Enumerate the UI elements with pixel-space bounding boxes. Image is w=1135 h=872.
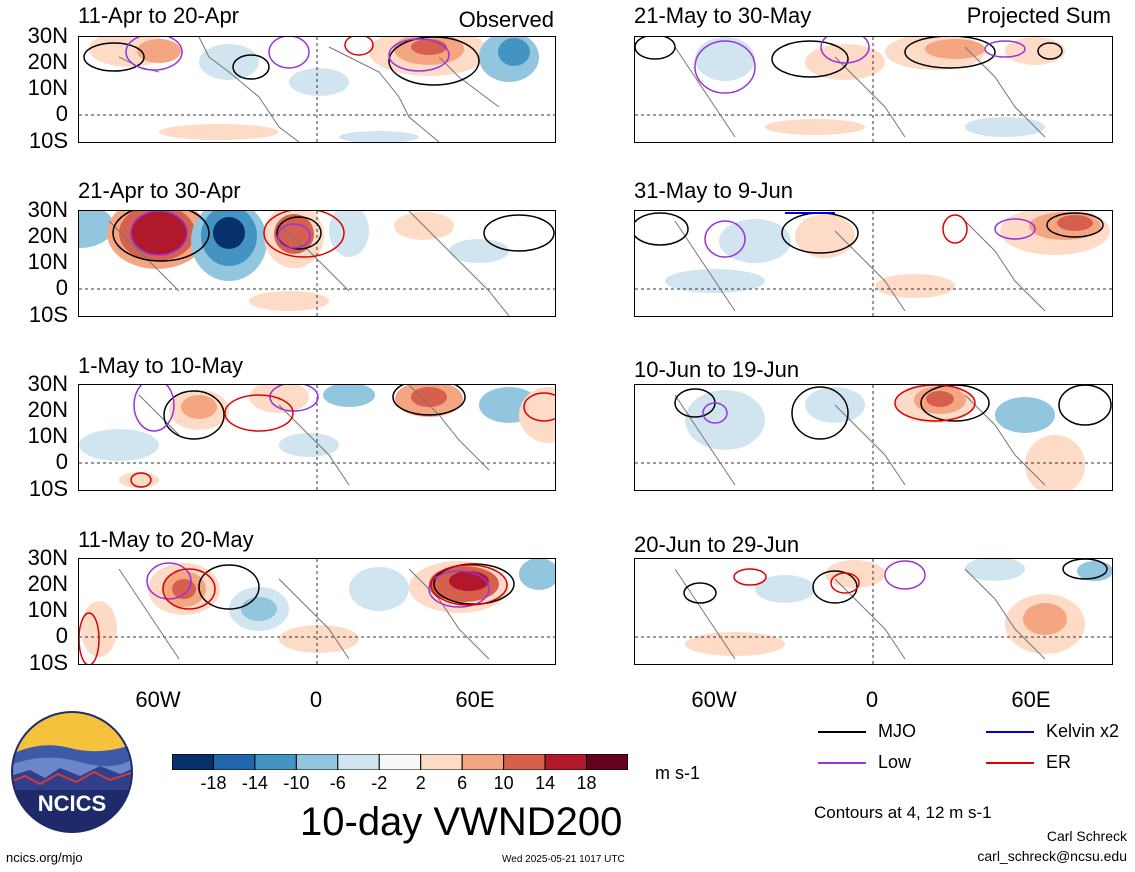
map-field (635, 385, 1112, 490)
colorbar-swatch (254, 753, 297, 771)
ncics-logo-icon: NCICS (11, 711, 133, 833)
logo-text: NCICS (38, 791, 106, 816)
colorbar (171, 753, 629, 771)
lon-label: 60E (1011, 687, 1051, 712)
author-name: Carl Schreck (1046, 828, 1127, 844)
lon-label: 60E (455, 687, 495, 712)
map-field (79, 37, 555, 142)
colorbar-swatches (171, 753, 629, 771)
map-field (635, 559, 1112, 664)
lat-label: 10N (27, 423, 68, 448)
legend-label: ER (1046, 752, 1072, 772)
colorbar-tick-label: -18 (200, 773, 227, 793)
timestamp: Wed 2025-05-21 1017 UTC (502, 854, 625, 865)
panel-tag-observed: Observed (458, 7, 554, 32)
legend-swatch-er (986, 762, 1034, 764)
lat-label: 10S (28, 650, 68, 675)
ncics-logo: NCICS (10, 710, 134, 834)
legend-swatch-kelvin (986, 731, 1034, 733)
colorbar-swatch (503, 753, 546, 771)
colorbar-tick-label: -14 (241, 773, 268, 793)
author-email: carl_schreck@ncsu.edu (977, 848, 1127, 864)
panel-title: 21-May to 30-May (634, 3, 812, 28)
site-url: ncics.org/mjo (6, 850, 83, 865)
map-panel (78, 210, 556, 317)
lat-label: 0 (55, 101, 68, 126)
colorbar-swatch (171, 753, 214, 771)
map-field (79, 385, 555, 490)
lat-label: 30N (27, 23, 68, 48)
lat-label: 10S (28, 302, 68, 327)
lat-label: 20N (27, 49, 68, 74)
lat-label: 0 (55, 623, 68, 648)
map-panel (634, 384, 1113, 491)
colorbar-tick-label: 18 (576, 773, 597, 793)
colorbar-swatch (337, 753, 380, 771)
map-field (635, 211, 1112, 316)
map-field (79, 211, 555, 316)
lat-label: 0 (55, 275, 68, 300)
map-panel (78, 384, 556, 491)
map-panel (78, 558, 556, 665)
lat-label: 20N (27, 571, 68, 596)
figure-title: 10-day VWND200 (300, 800, 623, 844)
colorbar-tick-label: -2 (371, 773, 388, 793)
lon-label: 0 (309, 687, 323, 712)
lat-label: 10S (28, 128, 68, 153)
colorbar-swatch (420, 753, 463, 771)
lat-label: 10N (27, 597, 68, 622)
colorbar-units: m s-1 (655, 763, 700, 783)
colorbar-tick-label: 10 (493, 773, 514, 793)
map-panel (634, 36, 1113, 143)
panel-title: 10-Jun to 19-Jun (634, 357, 800, 382)
panel-title: 1-May to 10-May (78, 353, 244, 378)
map-field (635, 37, 1112, 142)
lat-label: 0 (55, 449, 68, 474)
lon-label: 60W (135, 687, 181, 712)
legend-label: MJO (878, 721, 916, 741)
colorbar-swatch (544, 753, 588, 771)
lat-label: 30N (27, 371, 68, 396)
map-panel (78, 36, 556, 143)
contour-note: Contours at 4, 12 m s-1 (814, 803, 992, 822)
colorbar-tick-label: 6 (457, 773, 468, 793)
panel-tag-projected: Projected Sum (966, 3, 1111, 28)
lon-label: 60W (691, 687, 737, 712)
legend-swatch-mjo (818, 731, 866, 733)
colorbar-tick-label: -6 (329, 773, 346, 793)
lat-label: 10N (27, 249, 68, 274)
colorbar-swatch (461, 753, 505, 771)
panel-title: 31-May to 9-Jun (634, 178, 793, 203)
lat-label: 10N (27, 75, 68, 100)
panel-title: 20-Jun to 29-Jun (634, 532, 800, 557)
legend-swatch-low (818, 762, 866, 764)
legend-label: Kelvin x2 (1046, 721, 1120, 741)
colorbar-swatch (295, 753, 339, 771)
map-field (79, 559, 555, 664)
map-panel (634, 558, 1113, 665)
lat-label: 20N (27, 223, 68, 248)
colorbar-swatch (212, 753, 256, 771)
lat-label: 20N (27, 397, 68, 422)
colorbar-swatch (378, 753, 422, 771)
panel-title: 11-May to 20-May (78, 527, 254, 552)
colorbar-swatch (586, 753, 629, 771)
lon-label: 0 (865, 687, 879, 712)
legend-label: Low (878, 752, 912, 772)
map-panel (634, 210, 1113, 317)
colorbar-tick-label: -10 (283, 773, 310, 793)
lat-label: 30N (27, 545, 68, 570)
panel-title: 21-Apr to 30-Apr (78, 178, 241, 203)
lat-label: 10S (28, 476, 68, 501)
colorbar-tick-label: 14 (535, 773, 556, 793)
colorbar-tick-label: 2 (415, 773, 426, 793)
panel-title: 11-Apr to 20-Apr (78, 3, 240, 28)
lat-label: 30N (27, 197, 68, 222)
